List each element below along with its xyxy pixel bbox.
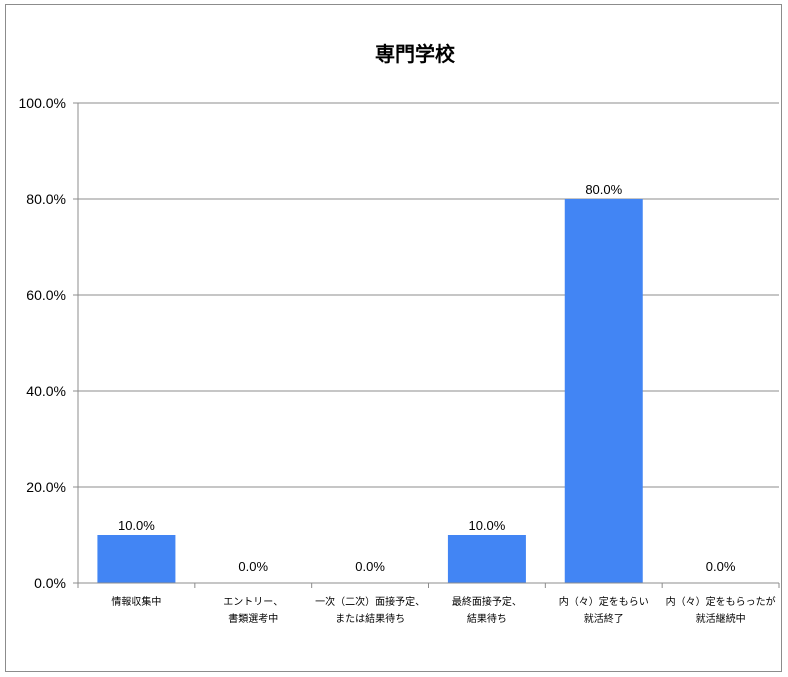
- chart-title: 専門学校: [375, 42, 456, 66]
- data-label: 0.0%: [355, 559, 385, 574]
- x-tick-label: 最終面接予定、: [452, 595, 522, 608]
- gridlines: [78, 102, 779, 488]
- bar: [564, 199, 643, 583]
- y-tick-label: 60.0%: [26, 287, 66, 303]
- bar: [447, 535, 526, 583]
- x-tick-label: 書類選考中: [228, 612, 278, 625]
- x-tick-label: 内（々）定をもらい: [559, 595, 649, 608]
- data-label: 0.0%: [706, 559, 736, 574]
- x-tick-label: 情報収集中: [111, 595, 161, 608]
- data-label: 0.0%: [238, 559, 268, 574]
- data-labels: 10.0% 0.0% 0.0% 10.0% 80.0% 0.0%: [118, 182, 736, 574]
- x-tick-label: または結果待ち: [335, 612, 405, 625]
- axes: [77, 103, 779, 584]
- x-tick-label: エントリー、: [223, 597, 283, 608]
- data-label: 10.0%: [118, 518, 155, 533]
- bar: [97, 535, 176, 583]
- y-axis-ticks: 0.0% 20.0% 40.0% 60.0% 80.0% 100.0%: [19, 95, 78, 591]
- y-tick-label: 20.0%: [26, 479, 66, 495]
- bars: [97, 199, 643, 583]
- x-tick-label: 結果待ち: [467, 612, 507, 625]
- y-tick-label: 80.0%: [26, 191, 66, 207]
- data-label: 10.0%: [468, 518, 505, 533]
- x-tick-label: 内（々）定をもらったが: [666, 595, 776, 608]
- data-label: 80.0%: [585, 182, 622, 197]
- y-tick-label: 0.0%: [34, 575, 66, 591]
- y-tick-label: 100.0%: [19, 95, 66, 111]
- x-tick-label: 一次（二次）面接予定、: [315, 595, 425, 608]
- y-tick-label: 40.0%: [26, 383, 66, 399]
- x-tick-label: 就活終了: [584, 612, 624, 625]
- x-tick-label: 就活継続中: [696, 612, 746, 625]
- x-axis-ticks: 情報収集中 エントリー、書類選考中 一次（二次）面接予定、または結果待ち 最終面接予定…: [77, 583, 780, 625]
